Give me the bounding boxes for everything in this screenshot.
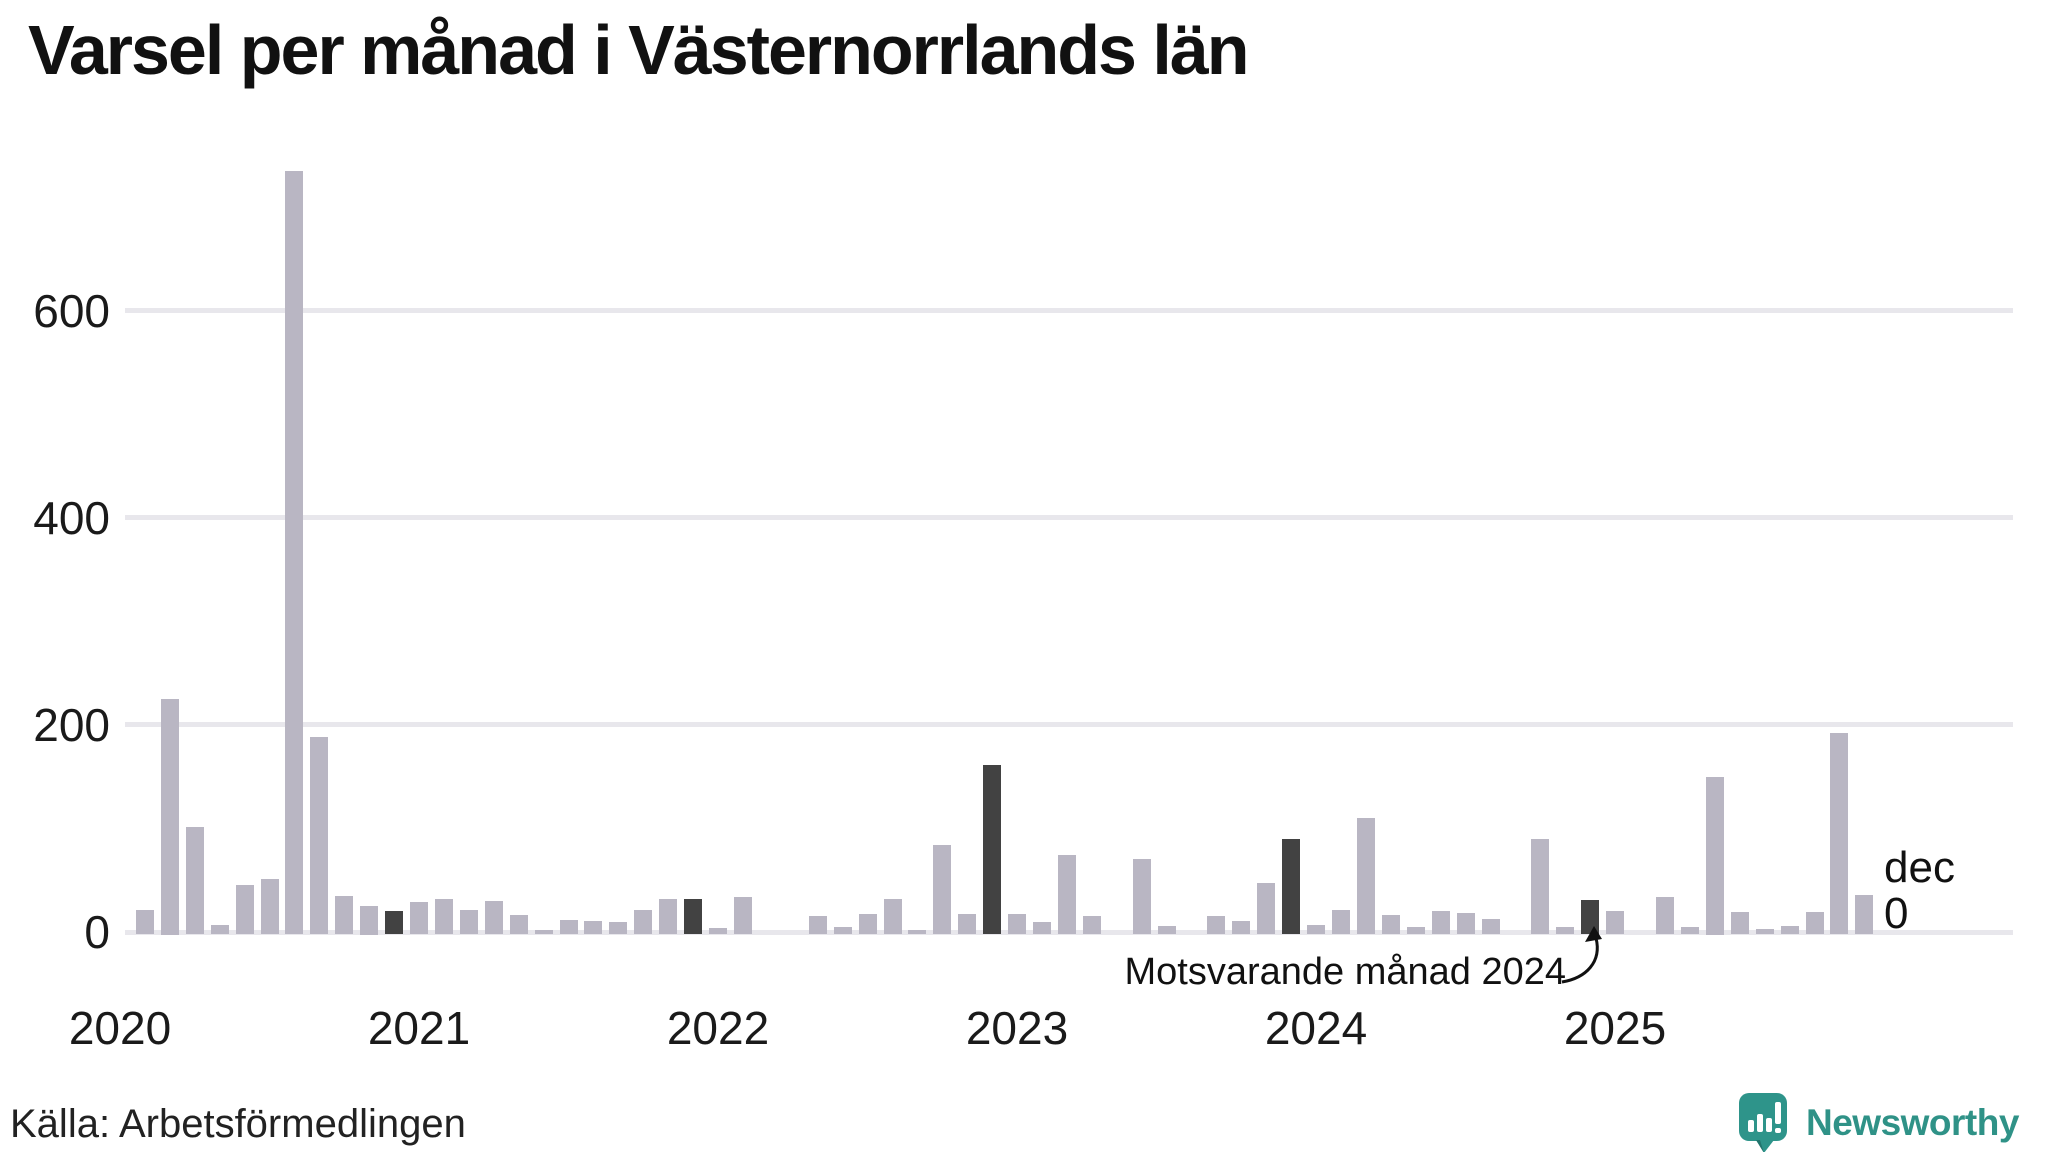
bar-2021-03 — [459, 910, 478, 935]
bar-2020-06 — [235, 885, 254, 935]
bar-2020-04 — [185, 827, 204, 935]
x-label-2020: 2020 — [68, 1002, 172, 1054]
bar-2022-08 — [883, 898, 902, 935]
bar-2022-06 — [833, 926, 852, 935]
bar-2020-12 — [385, 911, 404, 935]
bar-2025-11 — [1855, 894, 1874, 935]
chart-title: Varsel per månad i Västernorrlands län — [28, 11, 1250, 89]
y-tick-0: 0 — [84, 906, 110, 958]
bar-2025-07 — [1755, 928, 1774, 935]
bar-2023-09 — [1207, 916, 1226, 935]
bar-2021-06 — [534, 929, 553, 935]
bar-2022-02 — [734, 896, 752, 935]
bar-2024-10 — [1531, 838, 1550, 935]
bar-2023-03 — [1057, 855, 1076, 935]
bar-2023-10 — [1232, 920, 1251, 935]
bar-2025-01 — [1606, 911, 1625, 935]
bar-2020-05 — [210, 924, 229, 935]
bar-2022-12 — [983, 765, 1002, 935]
bar-2024-07 — [1456, 913, 1475, 935]
y-tick-600: 600 — [33, 285, 110, 337]
bar-2024-05 — [1406, 926, 1425, 935]
bar-2022-10 — [933, 845, 952, 935]
bar-2022-07 — [858, 914, 877, 935]
annotation-arrow-icon — [1561, 926, 1602, 984]
bar-2022-05 — [808, 916, 827, 935]
x-label-2024: 2024 — [1264, 1002, 1368, 1054]
bar-2024-06 — [1431, 911, 1450, 935]
bar-2024-08 — [1481, 918, 1500, 935]
bar-2025-05 — [1705, 776, 1724, 935]
bar-2020-08 — [285, 171, 304, 935]
bar-2022-09 — [908, 929, 927, 935]
bar-2020-07 — [260, 879, 279, 935]
bar-2021-11 — [659, 898, 678, 935]
bar-2025-03 — [1656, 896, 1675, 935]
y-tick-400: 400 — [33, 492, 110, 544]
bar-2023-04 — [1082, 916, 1101, 935]
bar-2024-12 — [1581, 899, 1600, 935]
bar-2021-05 — [509, 915, 528, 935]
bar-2023-12 — [1282, 838, 1301, 935]
bar-2021-04 — [484, 900, 503, 935]
x-label-2021: 2021 — [367, 1002, 471, 1054]
bar-2021-01 — [410, 901, 429, 935]
x-label-2022: 2022 — [666, 1002, 770, 1054]
bar-2024-01 — [1307, 924, 1326, 935]
bar-2025-09 — [1805, 912, 1824, 935]
newsworthy-brand-text: Newsworthy — [1806, 1102, 2019, 1143]
bar-2022-01 — [709, 927, 728, 935]
bar-2022-11 — [958, 914, 977, 935]
bar-2020-03 — [160, 699, 179, 935]
gridline-200 — [125, 722, 2013, 727]
bar-2024-04 — [1381, 915, 1400, 935]
last-month-value: 0 — [1884, 889, 1909, 938]
bar-2020-09 — [310, 737, 329, 935]
bar-2023-06 — [1132, 858, 1151, 935]
bar-2025-08 — [1780, 925, 1799, 935]
bar-2021-09 — [609, 921, 628, 935]
bar-2021-12 — [684, 898, 703, 935]
bar-2024-11 — [1556, 926, 1575, 935]
bar-2023-02 — [1033, 921, 1052, 935]
bar-2021-08 — [584, 920, 603, 935]
bar-2020-10 — [335, 895, 354, 935]
gridline-600 — [125, 308, 2013, 313]
bar-2023-01 — [1008, 914, 1027, 935]
newsworthy-brand: Newsworthy — [1738, 1092, 2019, 1152]
bar-2021-10 — [634, 910, 653, 935]
bar-2021-07 — [559, 919, 578, 935]
bar-2020-02 — [135, 910, 154, 935]
bar-2025-10 — [1830, 733, 1849, 935]
last-month-label: dec — [1884, 843, 1955, 892]
bar-2023-11 — [1257, 883, 1276, 935]
bar-2023-07 — [1157, 925, 1176, 935]
bar-2025-04 — [1680, 926, 1699, 935]
annotation-motsvarande-manad: Motsvarande månad 2024 — [1124, 951, 1566, 993]
gridline-400 — [125, 515, 2013, 520]
x-label-2025: 2025 — [1563, 1002, 1667, 1054]
newsworthy-logo-icon — [1739, 1093, 1787, 1152]
bar-2024-02 — [1332, 910, 1351, 935]
bar-2025-06 — [1730, 912, 1749, 935]
source-note: Källa: Arbetsförmedlingen — [10, 1102, 466, 1146]
bar-2020-11 — [360, 906, 379, 935]
y-tick-200: 200 — [33, 699, 110, 751]
bar-2021-02 — [434, 898, 453, 935]
bar-2024-03 — [1357, 818, 1375, 935]
x-label-2023: 2023 — [965, 1002, 1069, 1054]
